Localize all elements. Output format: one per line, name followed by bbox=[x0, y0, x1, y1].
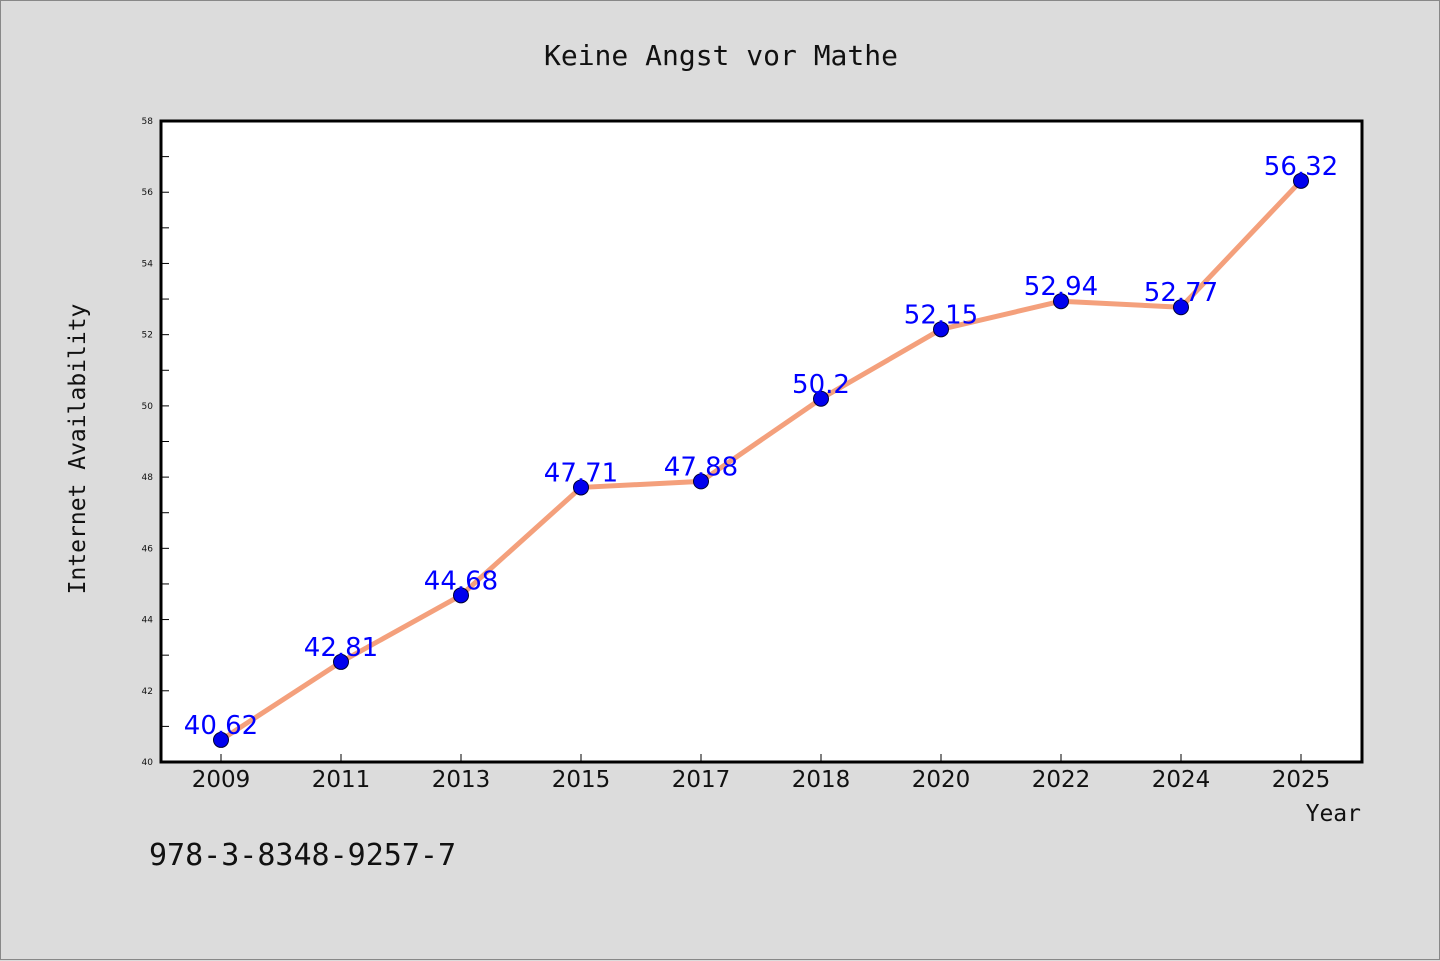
data-point bbox=[1053, 293, 1069, 310]
data-label: 50.2 bbox=[792, 370, 850, 400]
y-tick-label: 50 bbox=[142, 402, 154, 412]
x-tick-label: 2018 bbox=[792, 767, 851, 793]
data-point bbox=[453, 587, 469, 604]
x-tick-label: 2015 bbox=[552, 767, 611, 793]
data-labels-group: 40.62 42.81 44.68 47.71 47.88 50.2 52.15 52.94 5… bbox=[184, 152, 1338, 741]
x-tick-label: 2020 bbox=[912, 767, 971, 793]
footer-isbn: 978-3-8348-9257-7 bbox=[149, 838, 456, 873]
y-tick-label: 40 bbox=[142, 758, 154, 768]
data-point bbox=[1173, 299, 1189, 316]
y-tick-label: 44 bbox=[142, 616, 154, 626]
x-axis-label: Year bbox=[1306, 801, 1361, 827]
y-axis-label: Internet Availability bbox=[65, 304, 91, 595]
data-label: 47.88 bbox=[664, 452, 738, 482]
y-tick-label: 54 bbox=[142, 259, 154, 269]
data-point bbox=[1293, 172, 1309, 189]
data-point bbox=[693, 473, 709, 490]
x-tick-label: 2013 bbox=[432, 767, 491, 793]
y-tick-label: 52 bbox=[142, 331, 153, 341]
x-tick-label: 2025 bbox=[1272, 767, 1331, 793]
data-label: 47.71 bbox=[544, 458, 618, 488]
y-tick-label: 58 bbox=[142, 117, 154, 127]
data-label: 56.32 bbox=[1264, 152, 1338, 182]
data-point bbox=[213, 731, 229, 748]
y-tick-label: 48 bbox=[142, 473, 154, 483]
x-tick-label: 2022 bbox=[1032, 767, 1091, 793]
data-point bbox=[813, 390, 829, 407]
x-axis-ticks: 2009 2011 2013 2015 2017 2018 2020 2022 2024 2025 bbox=[192, 754, 1331, 793]
series-line-group bbox=[213, 172, 1309, 748]
x-tick-label: 2017 bbox=[672, 767, 731, 793]
data-label: 44.68 bbox=[424, 566, 498, 596]
x-tick-label: 2011 bbox=[312, 767, 371, 793]
series-line bbox=[218, 178, 1304, 743]
data-label: 52.15 bbox=[904, 300, 978, 330]
y-tick-label: 56 bbox=[142, 188, 154, 198]
x-tick-label: 2024 bbox=[1152, 767, 1211, 793]
data-label: 52.94 bbox=[1024, 272, 1098, 302]
x-tick-label: 2009 bbox=[192, 767, 251, 793]
data-point bbox=[573, 479, 589, 496]
y-tick-label: 46 bbox=[142, 544, 154, 554]
data-label: 40.62 bbox=[184, 711, 258, 741]
y-axis-ticks: 40 42 44 46 48 50 52 54 56 58 bbox=[142, 117, 169, 768]
data-point bbox=[333, 653, 349, 670]
data-point bbox=[933, 321, 949, 338]
data-label: 52.77 bbox=[1144, 278, 1218, 308]
chart-title: Keine Angst vor Mathe bbox=[544, 39, 898, 72]
y-tick-label: 42 bbox=[142, 687, 153, 697]
data-label: 42.81 bbox=[304, 633, 378, 663]
